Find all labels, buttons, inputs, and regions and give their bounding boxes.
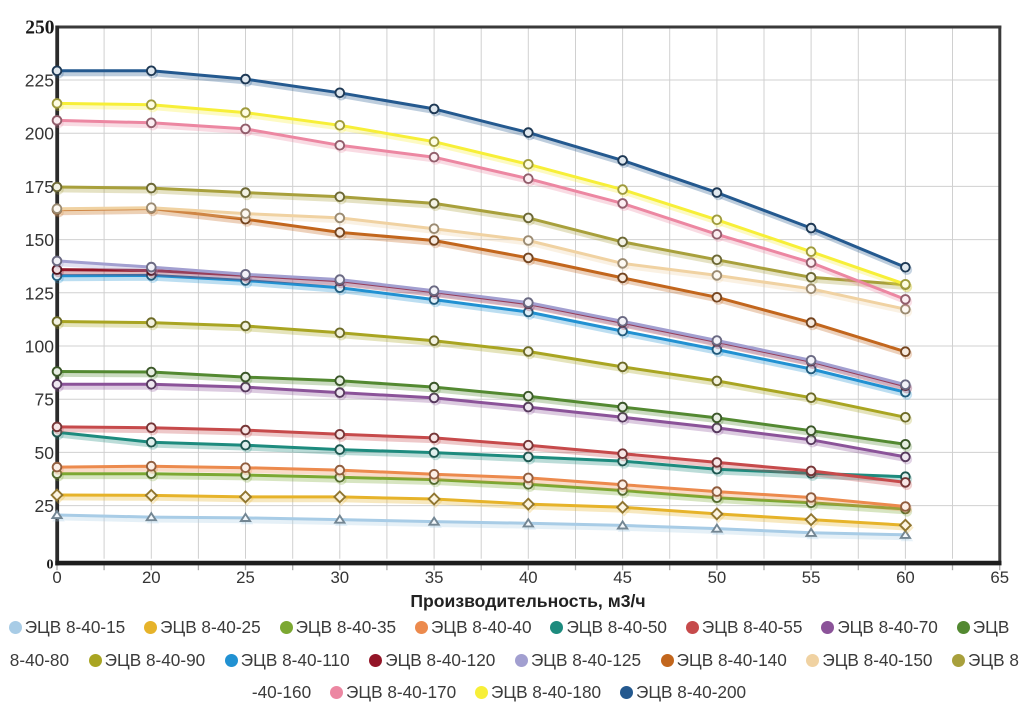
svg-text:0: 0 [52,568,61,587]
svg-text:25: 25 [35,496,54,516]
svg-text:45: 45 [613,568,632,587]
svg-text:150: 150 [25,230,54,250]
svg-text:60: 60 [896,568,915,587]
svg-text:0: 0 [47,557,54,572]
svg-text:125: 125 [25,283,54,303]
svg-text:Производительность, м3/ч: Производительность, м3/ч [410,591,645,611]
svg-text:35: 35 [425,568,444,587]
svg-text:100: 100 [25,337,54,357]
svg-text:250: 250 [25,18,54,39]
svg-text:175: 175 [25,177,54,197]
svg-text:25: 25 [236,568,255,587]
svg-text:30: 30 [330,568,349,587]
svg-text:225: 225 [25,71,54,91]
svg-text:75: 75 [35,390,54,410]
svg-text:50: 50 [708,568,727,587]
svg-text:65: 65 [990,568,1009,587]
svg-text:20: 20 [142,568,161,587]
svg-text:200: 200 [25,124,54,144]
svg-text:50: 50 [35,443,55,463]
svg-text:55: 55 [802,568,821,587]
svg-text:40: 40 [519,568,538,587]
